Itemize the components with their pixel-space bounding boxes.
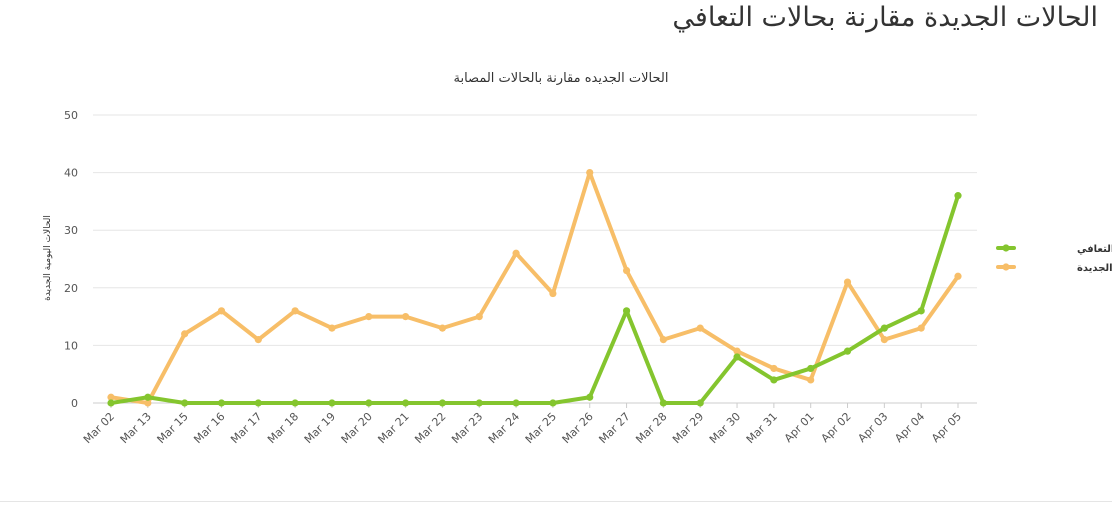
data-point[interactable] — [770, 376, 778, 384]
y-tick-label: 10 — [64, 339, 78, 352]
y-tick-label: 20 — [64, 282, 78, 295]
x-tick-label: Apr 01 — [782, 410, 817, 445]
x-tick-label: Mar 25 — [523, 410, 559, 446]
data-point[interactable] — [438, 324, 447, 332]
legend[interactable]: حالات التعافي الحالات الجديدة — [996, 244, 1112, 274]
data-point[interactable] — [586, 393, 594, 401]
data-point[interactable] — [512, 249, 520, 257]
data-point[interactable] — [181, 330, 189, 338]
x-tick-label: Apr 02 — [819, 410, 854, 445]
series-recovered — [107, 192, 962, 407]
x-tick-label: Apr 04 — [892, 410, 927, 445]
data-point[interactable] — [512, 399, 520, 407]
data-point[interactable] — [733, 347, 741, 355]
x-tick-label: Mar 19 — [302, 410, 338, 446]
series-layer — [107, 169, 962, 407]
legend-item-recovered[interactable]: حالات التعافي — [996, 244, 1112, 255]
x-tick-label: Mar 26 — [560, 410, 596, 446]
data-point[interactable] — [954, 192, 962, 200]
y-axis-ticks: 0 10 20 30 40 50 — [64, 109, 78, 410]
data-point[interactable] — [291, 307, 299, 315]
data-point[interactable] — [622, 307, 631, 315]
legend-label: الحالات الجديدة — [1077, 263, 1112, 274]
y-tick-label: 50 — [64, 109, 78, 122]
data-point[interactable] — [807, 364, 815, 373]
data-point[interactable] — [365, 313, 373, 321]
x-tick-label: Mar 31 — [744, 410, 780, 446]
data-point[interactable] — [843, 347, 852, 355]
legend-label: حالات التعافي — [1077, 244, 1112, 255]
x-tick-label: Mar 29 — [670, 410, 706, 446]
data-point[interactable] — [659, 399, 667, 407]
x-tick-label: Mar 30 — [707, 410, 743, 446]
data-point[interactable] — [733, 353, 741, 361]
x-tick-label: Mar 16 — [191, 410, 227, 446]
data-point[interactable] — [475, 399, 483, 407]
data-point[interactable] — [217, 307, 226, 315]
data-point[interactable] — [770, 364, 778, 373]
series-line — [109, 193, 960, 405]
y-tick-label: 40 — [64, 167, 78, 180]
data-point[interactable] — [291, 399, 299, 407]
legend-marker — [1002, 263, 1010, 271]
y-axis-title: الحالات اليومية الجديدة — [43, 215, 53, 301]
x-tick-label: Mar 13 — [118, 410, 154, 446]
data-point[interactable] — [586, 169, 594, 177]
data-point[interactable] — [659, 336, 667, 344]
data-point[interactable] — [622, 266, 631, 275]
x-tick-label: Mar 22 — [412, 410, 448, 446]
data-point[interactable] — [549, 399, 557, 407]
data-point[interactable] — [365, 399, 373, 407]
data-point[interactable] — [880, 324, 888, 332]
divider — [0, 501, 1112, 502]
data-point[interactable] — [254, 399, 262, 407]
chart-title: الحالات الجديده مقارنة بالحالات المصابة — [454, 71, 669, 86]
x-tick-label: Mar 20 — [339, 410, 375, 446]
data-point[interactable] — [438, 399, 447, 407]
legend-marker — [1002, 244, 1010, 252]
x-tick-label: Apr 05 — [929, 410, 964, 445]
x-tick-label: Mar 28 — [633, 410, 669, 446]
x-tick-label: Mar 21 — [375, 410, 411, 446]
data-point[interactable] — [807, 376, 815, 384]
x-tick-label: Mar 23 — [449, 410, 485, 446]
x-tick-label: Mar 02 — [81, 410, 117, 446]
y-tick-label: 0 — [71, 397, 78, 410]
data-point[interactable] — [954, 272, 962, 280]
data-point[interactable] — [181, 399, 189, 407]
data-point[interactable] — [107, 399, 115, 407]
x-tick-label: Apr 03 — [855, 410, 890, 445]
data-point[interactable] — [144, 399, 152, 407]
grid-layer — [93, 114, 977, 404]
data-point[interactable] — [475, 313, 483, 321]
data-point[interactable] — [402, 313, 410, 321]
data-point[interactable] — [328, 324, 336, 332]
x-axis-ticks: Mar 02 Mar 13 Mar 15 Mar 16 Mar 17 Mar 18 Mar … — [81, 403, 964, 446]
data-point[interactable] — [696, 324, 704, 332]
data-point[interactable] — [144, 393, 152, 401]
data-point[interactable] — [328, 399, 336, 407]
x-tick-label: Mar 18 — [265, 410, 301, 446]
data-point[interactable] — [254, 336, 262, 344]
x-tick-label: Mar 27 — [596, 410, 632, 446]
data-point[interactable] — [843, 278, 852, 286]
data-point[interactable] — [217, 399, 226, 407]
data-point[interactable] — [917, 307, 925, 315]
x-tick-label: Mar 17 — [228, 410, 264, 446]
x-tick-label: Mar 15 — [155, 410, 191, 446]
data-point[interactable] — [402, 399, 410, 407]
data-point[interactable] — [880, 336, 888, 344]
data-point[interactable] — [696, 399, 704, 407]
data-point[interactable] — [549, 289, 557, 298]
page-heading: الحالات الجديدة مقارنة بحالات التعافي — [672, 2, 1098, 33]
x-tick-label: Mar 24 — [486, 410, 522, 446]
data-point[interactable] — [917, 324, 925, 332]
legend-item-new-cases[interactable]: الحالات الجديدة — [996, 263, 1112, 274]
data-point[interactable] — [107, 393, 115, 401]
y-tick-label: 30 — [64, 224, 78, 237]
